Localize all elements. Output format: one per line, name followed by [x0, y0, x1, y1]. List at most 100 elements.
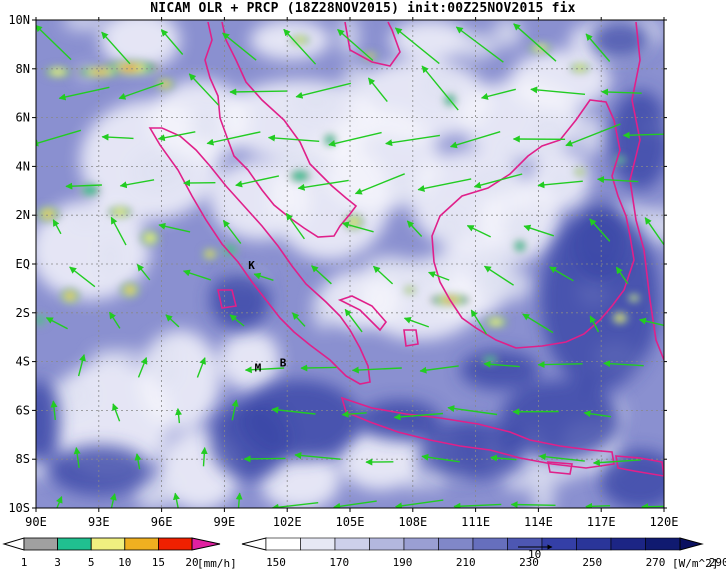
olr-light-patch — [342, 63, 369, 96]
precip-cell — [576, 169, 584, 175]
wind-vector-arrow — [592, 459, 641, 467]
wind-vector-arrow — [513, 23, 557, 62]
longitude-axis-labels: 90E 93E 96E 99E 102E 105E 108E 111E 114E 117E 120E — [25, 515, 678, 529]
wind-vector-arrow — [222, 219, 242, 244]
olr-light-patch — [73, 211, 97, 226]
olr-light-patch — [102, 238, 119, 280]
lon-tick-label: 93E — [88, 515, 110, 529]
olr-deep-blob — [590, 20, 650, 60]
precip-colorbar-low-arrow — [2, 537, 25, 551]
wind-vector-arrow — [188, 73, 220, 106]
wind-vector-arrow — [56, 495, 63, 508]
wind-vector-arrow — [589, 315, 600, 333]
olr-colorbar-swatch — [541, 537, 577, 551]
olr-light-patch — [532, 120, 566, 156]
wind-vector-arrow — [403, 317, 430, 328]
precip-cell — [43, 211, 53, 217]
wind-vector-arrow — [483, 265, 514, 286]
olr-light-patch — [293, 86, 340, 116]
lon-tick-label: 108E — [398, 515, 427, 529]
wind-vector-arrow — [118, 82, 164, 100]
wind-vector-arrow — [421, 453, 460, 463]
olr-light-patch — [502, 207, 530, 243]
olr-light-blob — [390, 20, 470, 60]
wind-vector-arrow — [175, 408, 183, 424]
precip-cell — [50, 68, 66, 76]
wind-vector-arrow — [243, 455, 286, 463]
wind-vector-arrow — [583, 410, 612, 418]
map-label-K: K — [248, 259, 255, 272]
olr-deep-blob — [600, 450, 664, 508]
wind-vector-arrow — [337, 28, 374, 62]
precipitation-cells — [36, 35, 640, 364]
precip-cell — [348, 217, 360, 227]
coastline-small-island-3 — [547, 461, 573, 475]
wind-vector-arrow — [294, 452, 341, 460]
wind-vector-arrow — [69, 266, 96, 288]
olr-light-patch — [478, 248, 525, 269]
olr-light-patch — [487, 268, 534, 302]
wind-vector-arrow — [101, 31, 131, 65]
map-label-M: M — [255, 361, 262, 374]
olr-light-patch — [275, 213, 295, 233]
olr-light-patch — [90, 349, 146, 363]
olr-light-patch — [505, 144, 523, 165]
olr-light-patch — [62, 20, 106, 31]
wind-vector-arrow — [200, 447, 208, 467]
lat-tick-label: 10N — [8, 13, 30, 27]
olr-colorbar-swatch — [472, 537, 508, 551]
olr-light-patch — [363, 255, 414, 280]
wind-vector-arrow — [77, 354, 86, 377]
wind-vector-arrow — [253, 272, 274, 281]
wind-vector-arrow — [110, 216, 127, 246]
wind-vector-arrow — [597, 176, 639, 184]
precip-colorbar-high-arrow — [191, 537, 221, 551]
wind-vector-arrow — [109, 493, 117, 508]
wind-vector-arrow — [291, 312, 306, 327]
wind-vector-arrow — [267, 134, 320, 142]
olr-colorbar-high-arrow — [679, 537, 704, 551]
wind-vector-arrow — [58, 86, 110, 101]
olr-light-blob — [100, 20, 180, 70]
wind-vector-arrow — [173, 492, 180, 508]
olr-deep-blob — [360, 400, 440, 440]
wind-vector-arrow — [419, 365, 459, 374]
olr-light-patch — [492, 20, 523, 48]
wind-vector-arrow — [222, 32, 257, 61]
wind-vector-arrow — [372, 265, 394, 285]
wind-vector-arrow — [229, 314, 245, 327]
coastline-borneo — [431, 99, 635, 349]
wind-vector-arrow — [447, 405, 498, 416]
axis-ticks — [32, 17, 667, 512]
wind-vector-arrow — [112, 403, 121, 422]
lon-tick-label: 111E — [461, 515, 490, 529]
wind-vector-arrow — [406, 220, 423, 237]
precip-colorbar-swatch — [90, 537, 126, 551]
olr-light-patch — [501, 472, 540, 491]
wind-vector-arrow — [615, 266, 629, 285]
wind-vector-arrow — [65, 182, 102, 190]
coastline-bali-lombok — [615, 455, 664, 477]
lat-tick-label: 6N — [16, 111, 30, 125]
precip-colorbar-label: 20 — [185, 556, 198, 569]
wind-vector-arrow — [134, 453, 142, 470]
wind-vector-arrow — [385, 134, 441, 147]
olr-colorbar-label: 270 — [646, 556, 666, 569]
olr-colorbar-swatch — [438, 537, 474, 551]
wind-vector-arrow — [341, 221, 374, 233]
wind-vector-arrow — [473, 173, 523, 189]
wind-vector-arrow — [490, 454, 517, 462]
lat-tick-label: 10S — [8, 501, 30, 515]
wind-vector-arrow — [522, 313, 554, 334]
wind-vector-arrow — [109, 311, 121, 329]
precip-cell — [82, 185, 98, 195]
olr-light-blob — [36, 200, 150, 300]
wind-vector-arrow — [421, 65, 459, 111]
lat-tick-label: 6S — [16, 403, 30, 417]
olr-light-patch — [131, 150, 191, 195]
wind-vector-arrow — [510, 501, 556, 508]
olr-light-patch — [550, 171, 574, 193]
olr-light-patch — [36, 459, 51, 479]
olr-light-patch — [531, 474, 555, 508]
